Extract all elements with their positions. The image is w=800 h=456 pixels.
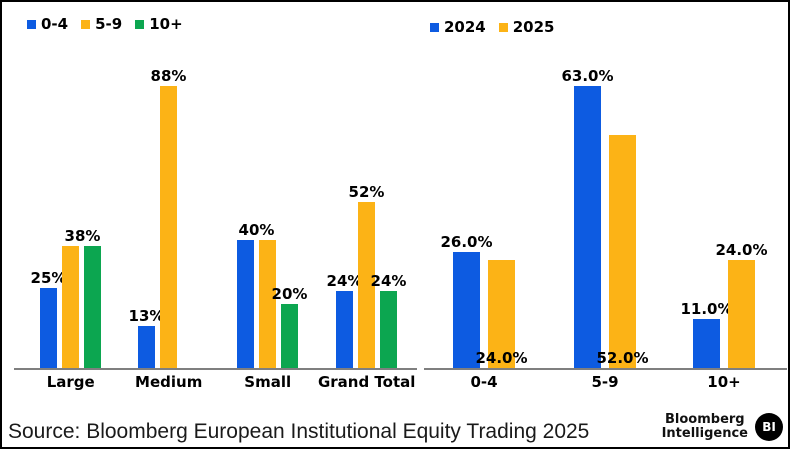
bar-0-4-Grand Total (336, 291, 353, 368)
category-label-10+: 10+ (707, 373, 741, 391)
bar-value-label: 52% (348, 183, 385, 201)
bar-5-9-Small (259, 240, 276, 368)
category-label-Grand Total: Grand Total (317, 373, 416, 391)
bar-value-label: 52.0% (596, 349, 649, 367)
bar-5-9-Grand Total (358, 202, 375, 368)
bar-value-label: 63.0% (561, 67, 614, 85)
bar-value-label: 24% (370, 272, 407, 290)
bar-10+-Grand Total (380, 291, 397, 368)
x-axis-line (424, 368, 787, 370)
branding-line2: Intelligence (661, 426, 748, 441)
bar-value-label: 40% (238, 221, 275, 239)
category-label-0-4: 0-4 (470, 373, 498, 391)
bar-value-label: 20% (271, 285, 308, 303)
legend-item: 2025 (498, 18, 555, 36)
bar-value-label: 13% (128, 307, 165, 325)
bar-5-9-Medium (160, 86, 177, 368)
bar-value-label: 24.0% (715, 241, 768, 259)
bar-0-4-Small (237, 240, 254, 368)
legend-label: 10+ (149, 15, 183, 33)
legend-swatch-icon (81, 20, 91, 29)
x-axis-line (14, 368, 417, 370)
legend-item: 5-9 (81, 17, 122, 32)
plot-area: 0-4 5-9 10+ 25% 13% 40% 24% 38% 88% 52% 20% 24% Larg… (2, 2, 788, 447)
legend-swatch-icon (498, 23, 508, 32)
bar-value-label: 24.0% (475, 349, 528, 367)
bar-value-label: 25% (30, 269, 67, 287)
bar-value-label: 11.0% (680, 300, 733, 318)
legend-swatch-icon (27, 20, 36, 29)
branding-line1: Bloomberg (664, 412, 745, 427)
category-label-Large: Large (46, 373, 95, 391)
bar-value-label: 38% (64, 227, 101, 245)
legend-label: 2025 (512, 18, 555, 36)
bar-10+-Large (84, 246, 101, 368)
legend-item: 2024 (430, 20, 486, 35)
chart-legend: 2024 2025 (430, 20, 555, 35)
bar-5-9-Large (62, 246, 79, 368)
legend-label: 2024 (444, 18, 486, 36)
chart-legend: 0-4 5-9 10+ (27, 17, 183, 32)
source-text: Source: Bloomberg European Institutional… (8, 420, 590, 443)
branding-block: Bloomberg Intelligence BI (662, 413, 783, 441)
chart-frame: 0-4 5-9 10+ 25% 13% 40% 24% 38% 88% 52% 20% 24% Larg… (0, 0, 790, 449)
right-chart: 2024 2025 26.0% 63.0% 11.0% 24.0% 52.0% 24.0% 0-… (2, 2, 788, 447)
bar-10+-Small (281, 304, 298, 368)
bar-value-label: 26.0% (440, 233, 493, 251)
legend-swatch-icon (430, 23, 439, 32)
bar-2024-0-4 (453, 252, 480, 368)
bar-2025-5-9 (609, 135, 636, 368)
branding-wordmark: Bloomberg Intelligence (662, 413, 748, 441)
bi-logo-icon: BI (755, 413, 783, 441)
legend-item: 10+ (135, 15, 183, 33)
bar-value-label: 88% (150, 67, 187, 85)
category-label-5-9: 5-9 (591, 373, 619, 391)
left-chart: 0-4 5-9 10+ 25% 13% 40% 24% 38% 88% 52% 20% 24% Larg… (2, 2, 788, 447)
bar-0-4-Large (40, 288, 57, 368)
bar-value-label: 24% (326, 272, 363, 290)
category-label-Medium: Medium (135, 373, 203, 391)
category-label-Small: Small (244, 373, 292, 391)
bar-2024-5-9 (574, 86, 601, 368)
legend-item: 0-4 (27, 17, 68, 32)
legend-label: 0-4 (41, 15, 69, 33)
legend-swatch-icon (135, 20, 145, 29)
bar-2024-10+ (693, 319, 720, 368)
bar-0-4-Medium (138, 326, 155, 368)
bar-2025-0-4 (488, 260, 515, 368)
bar-2025-10+ (728, 260, 755, 368)
legend-label: 5-9 (95, 15, 123, 33)
